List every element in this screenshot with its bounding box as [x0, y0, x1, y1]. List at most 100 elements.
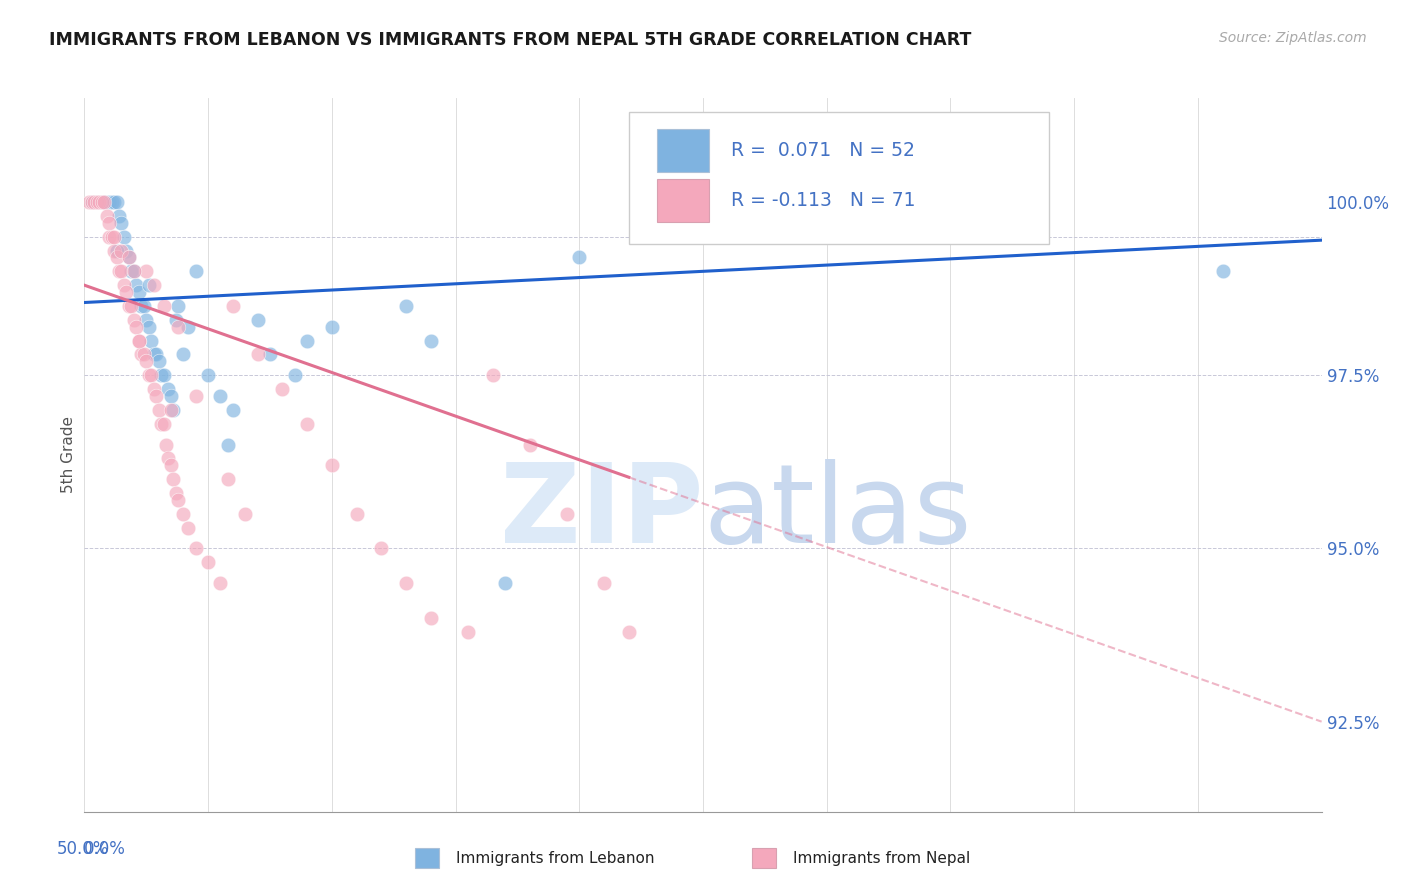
- Point: [150, 417, 173, 431]
- Text: atlas: atlas: [703, 458, 972, 566]
- Point: [115, 285, 138, 299]
- Point: [222, 299, 245, 313]
- Point: [160, 403, 183, 417]
- Point: [519, 437, 541, 451]
- Point: [481, 368, 503, 383]
- Point: [142, 347, 165, 361]
- Point: [125, 319, 148, 334]
- Point: [815, 229, 838, 244]
- Point: [150, 368, 173, 383]
- Point: [259, 347, 281, 361]
- Point: [167, 319, 190, 334]
- Point: [120, 264, 142, 278]
- Point: [284, 368, 307, 383]
- Point: [128, 334, 150, 348]
- Point: [177, 319, 200, 334]
- Point: [118, 251, 141, 265]
- Point: [103, 244, 125, 258]
- Point: [105, 244, 128, 258]
- Point: [419, 334, 441, 348]
- FancyBboxPatch shape: [657, 178, 709, 221]
- Point: [80, 195, 103, 210]
- Point: [142, 278, 165, 293]
- Point: [160, 458, 183, 473]
- Point: [152, 299, 174, 313]
- Point: [141, 334, 163, 348]
- Point: [148, 403, 170, 417]
- Point: [138, 278, 160, 293]
- Point: [110, 216, 132, 230]
- Point: [217, 437, 239, 451]
- Point: [370, 541, 392, 556]
- Point: [125, 278, 148, 293]
- Point: [457, 624, 479, 639]
- Point: [98, 195, 121, 210]
- Point: [197, 555, 219, 569]
- Point: [184, 264, 207, 278]
- Point: [271, 382, 294, 396]
- Point: [138, 319, 160, 334]
- Point: [321, 319, 343, 334]
- Point: [103, 195, 125, 210]
- Text: Source: ZipAtlas.com: Source: ZipAtlas.com: [1219, 31, 1367, 45]
- FancyBboxPatch shape: [657, 128, 709, 171]
- Point: [135, 264, 157, 278]
- FancyBboxPatch shape: [628, 112, 1049, 244]
- Point: [128, 285, 150, 299]
- Point: [222, 403, 245, 417]
- Point: [98, 216, 121, 230]
- Point: [129, 299, 152, 313]
- Point: [172, 347, 194, 361]
- Point: [209, 576, 232, 591]
- Point: [86, 195, 108, 210]
- Point: [90, 195, 112, 210]
- Text: R = -0.113   N = 71: R = -0.113 N = 71: [731, 191, 915, 210]
- Point: [184, 541, 207, 556]
- Point: [346, 507, 368, 521]
- Point: [93, 195, 115, 210]
- Point: [108, 264, 131, 278]
- Point: [110, 264, 132, 278]
- Text: R =  0.071   N = 52: R = 0.071 N = 52: [731, 141, 915, 160]
- Point: [89, 195, 111, 210]
- Point: [100, 229, 122, 244]
- Point: [98, 229, 121, 244]
- Point: [86, 195, 108, 210]
- Point: [155, 437, 177, 451]
- Point: [112, 278, 135, 293]
- Point: [122, 313, 145, 327]
- Point: [128, 334, 150, 348]
- Point: [167, 299, 190, 313]
- Point: [246, 313, 269, 327]
- Point: [118, 251, 141, 265]
- Y-axis label: 5th Grade: 5th Grade: [60, 417, 76, 493]
- Point: [617, 624, 640, 639]
- Point: [494, 576, 516, 591]
- Point: [120, 299, 142, 313]
- Point: [395, 299, 418, 313]
- Point: [162, 472, 184, 486]
- Point: [165, 486, 187, 500]
- Point: [162, 403, 184, 417]
- Point: [83, 195, 105, 210]
- Text: ZIP: ZIP: [499, 458, 703, 566]
- Point: [93, 195, 115, 210]
- Point: [197, 368, 219, 383]
- Text: 0.0%: 0.0%: [84, 840, 127, 858]
- Point: [118, 299, 141, 313]
- Point: [593, 576, 616, 591]
- Point: [132, 347, 155, 361]
- Point: [295, 417, 318, 431]
- Point: [105, 251, 128, 265]
- Point: [172, 507, 194, 521]
- Point: [145, 389, 167, 403]
- Point: [90, 195, 112, 210]
- Point: [138, 368, 160, 383]
- Point: [217, 472, 239, 486]
- Point: [157, 451, 180, 466]
- Point: [103, 229, 125, 244]
- Point: [555, 507, 578, 521]
- Point: [1212, 264, 1234, 278]
- Point: [395, 576, 418, 591]
- Point: [419, 611, 441, 625]
